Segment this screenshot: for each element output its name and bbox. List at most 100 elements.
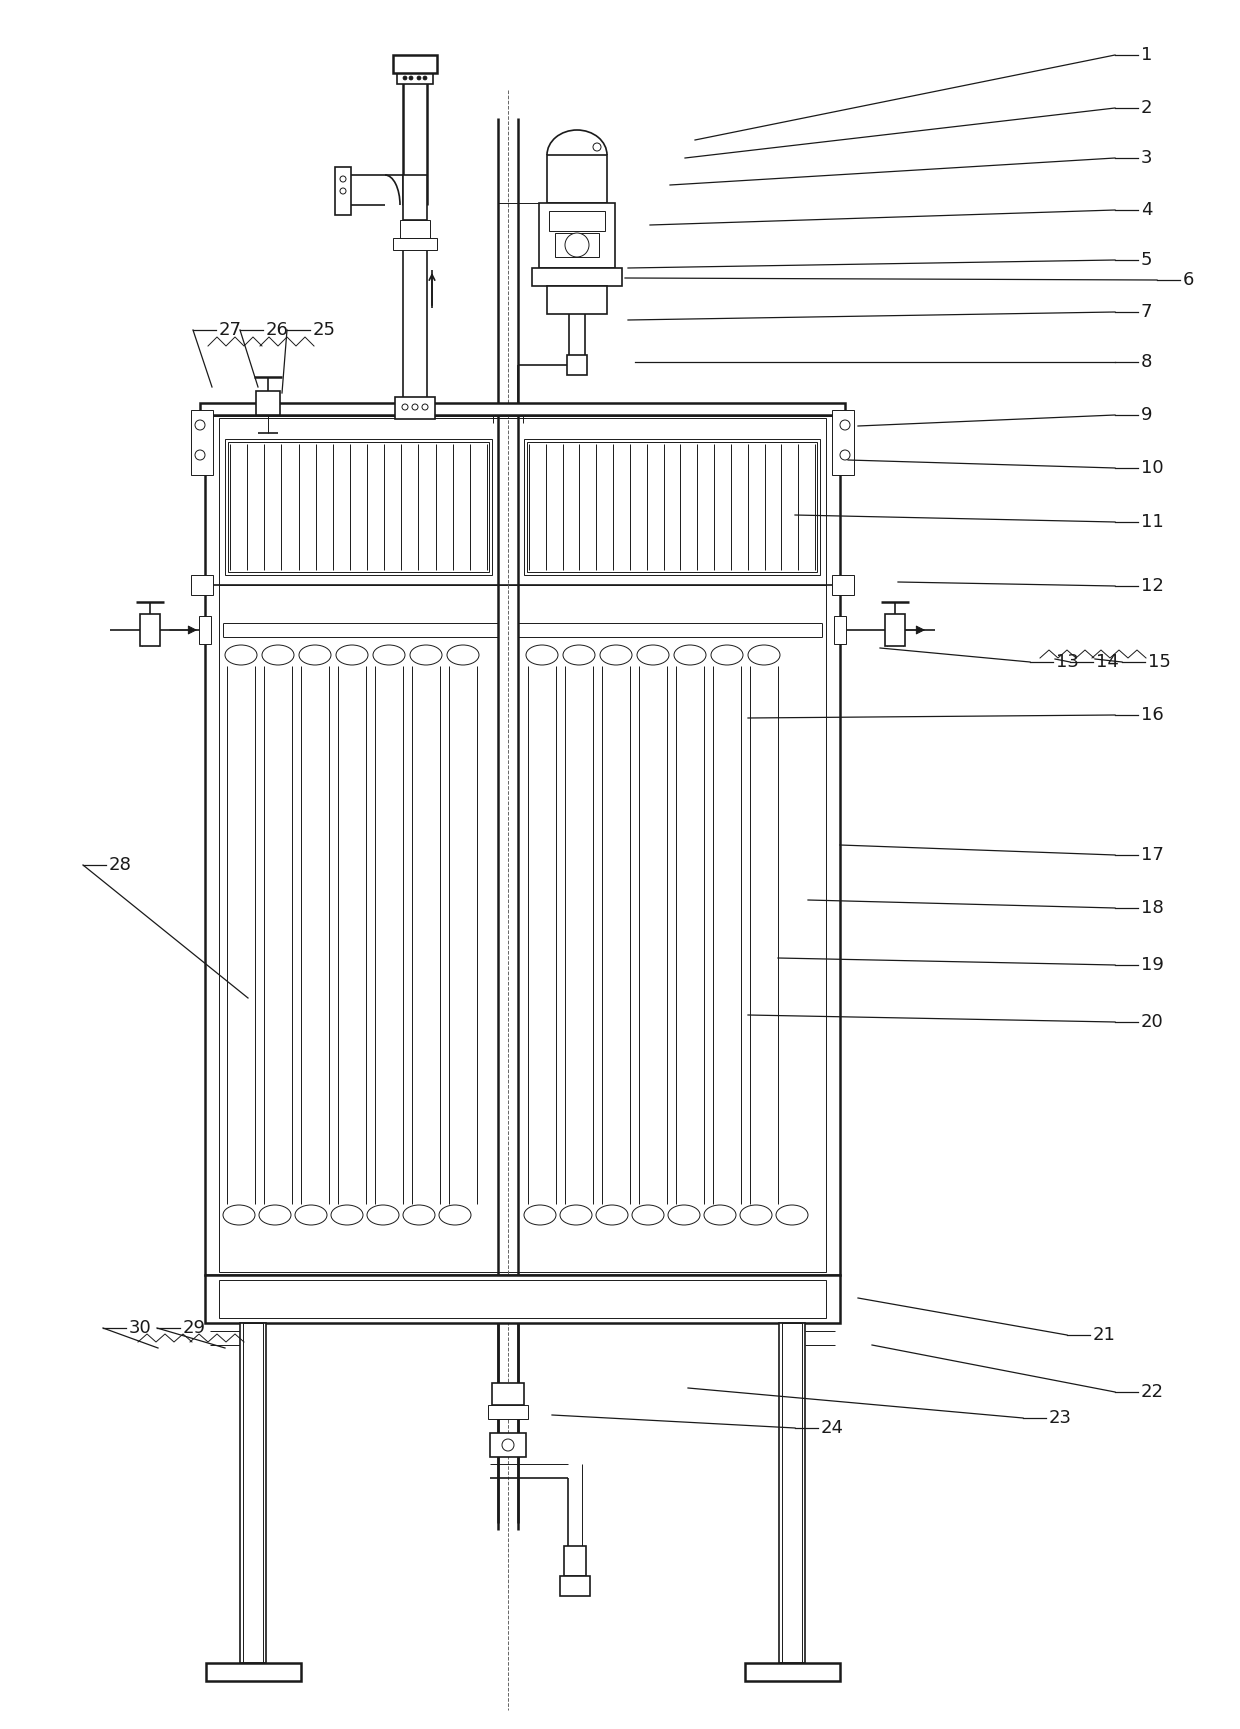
Text: 4: 4 [1141,201,1152,220]
Bar [335,168,351,214]
Ellipse shape [403,1205,435,1226]
Bar [200,403,844,415]
Bar [241,1323,267,1663]
Bar [393,55,436,73]
Bar [560,1577,590,1596]
Ellipse shape [776,1205,808,1226]
Ellipse shape [446,645,479,666]
Ellipse shape [600,645,632,666]
Ellipse shape [632,1205,663,1226]
Bar [140,614,160,647]
Bar [403,175,427,220]
Bar [549,211,605,232]
Circle shape [409,76,413,80]
Ellipse shape [525,1205,556,1226]
Text: 13: 13 [1056,654,1079,671]
Ellipse shape [262,645,294,666]
Text: 14: 14 [1096,654,1118,671]
Bar [255,391,280,415]
Bar [228,443,489,572]
Text: 3: 3 [1141,149,1152,168]
Ellipse shape [299,645,331,666]
Bar [525,439,820,576]
Ellipse shape [223,1205,255,1226]
Text: 17: 17 [1141,845,1164,864]
Text: 21: 21 [1092,1326,1116,1343]
Bar [198,616,211,643]
Ellipse shape [596,1205,627,1226]
Ellipse shape [410,645,441,666]
Text: 8: 8 [1141,353,1152,372]
Bar [224,439,492,576]
Text: 22: 22 [1141,1383,1164,1400]
Text: 9: 9 [1141,406,1152,424]
Text: 5: 5 [1141,251,1152,270]
Ellipse shape [373,645,405,666]
Ellipse shape [711,645,743,666]
Text: 6: 6 [1183,271,1194,289]
Ellipse shape [748,645,780,666]
Text: 11: 11 [1141,514,1164,531]
Circle shape [403,76,407,80]
Text: 27: 27 [219,322,242,339]
Bar [567,354,587,375]
Bar [832,410,854,475]
Text: 15: 15 [1148,654,1171,671]
Bar [539,202,615,268]
Ellipse shape [331,1205,363,1226]
Bar [564,1546,587,1577]
Ellipse shape [637,645,670,666]
Bar [782,1323,802,1663]
Bar [206,1663,301,1681]
Circle shape [423,76,427,80]
Text: 24: 24 [821,1420,844,1437]
Text: 7: 7 [1141,303,1152,322]
Bar [205,415,839,1274]
Bar [243,1323,263,1663]
Bar [219,1279,826,1317]
Text: 2: 2 [1141,99,1152,118]
Text: 28: 28 [109,856,131,873]
Bar [393,239,436,251]
Bar [191,410,213,475]
Ellipse shape [224,645,257,666]
Text: 29: 29 [184,1319,206,1337]
Ellipse shape [526,645,558,666]
Bar [745,1663,839,1681]
Bar [556,233,599,258]
Ellipse shape [367,1205,399,1226]
Ellipse shape [259,1205,291,1226]
Text: 12: 12 [1141,577,1164,595]
Text: 20: 20 [1141,1013,1164,1030]
Ellipse shape [560,1205,591,1226]
Bar [397,73,433,85]
Text: 16: 16 [1141,705,1164,724]
Bar [191,576,213,595]
Circle shape [565,233,589,258]
Bar [547,285,608,315]
Ellipse shape [668,1205,701,1226]
Text: 30: 30 [129,1319,151,1337]
Bar [489,1406,528,1420]
Circle shape [502,1439,515,1451]
Bar [547,156,608,202]
Text: 19: 19 [1141,956,1164,973]
Bar [219,418,826,1273]
Text: 26: 26 [267,322,289,339]
Bar [527,443,817,572]
Ellipse shape [675,645,706,666]
Bar [205,1274,839,1323]
Bar [396,398,435,418]
Ellipse shape [439,1205,471,1226]
Bar [532,268,622,285]
Ellipse shape [740,1205,773,1226]
Bar [832,576,854,595]
Bar [779,1323,805,1663]
Text: 25: 25 [312,322,336,339]
Circle shape [417,76,422,80]
Bar [885,614,905,647]
Ellipse shape [295,1205,327,1226]
Text: 1: 1 [1141,47,1152,64]
Text: 18: 18 [1141,899,1164,916]
Bar [835,616,846,643]
